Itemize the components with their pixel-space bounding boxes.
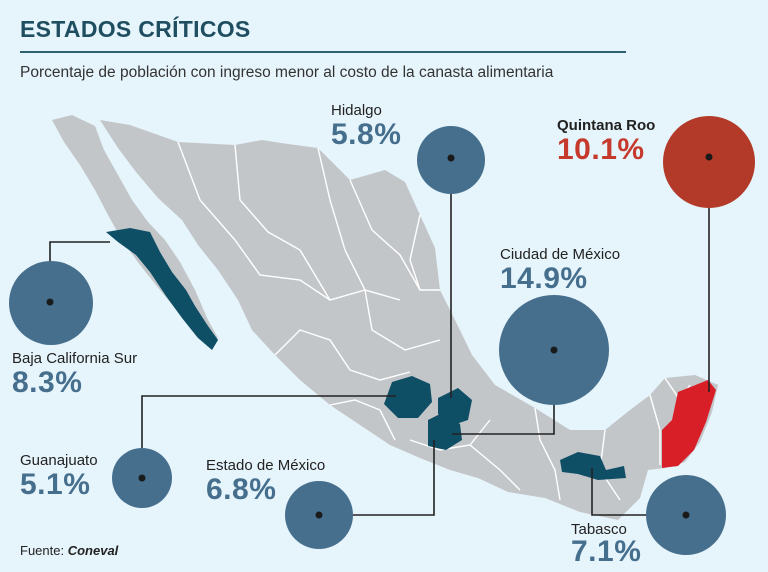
mainland-mexico <box>100 120 718 520</box>
title-rule <box>20 51 626 53</box>
leader-estado-de-mexico <box>319 440 435 516</box>
state-estado-de-mexico <box>428 412 462 450</box>
value-quintana-roo: 10.1% <box>557 133 645 166</box>
bubble-dots <box>46 153 713 519</box>
state-quintana-roo <box>662 380 716 468</box>
value-baja-california-sur: 8.3% <box>12 366 83 399</box>
source-name: Coneval <box>67 543 119 558</box>
label-baja-california-sur: Baja California Sur <box>12 350 138 367</box>
label-quintana-roo: Quintana Roo <box>557 117 656 134</box>
state-borders <box>177 141 691 501</box>
value-estado-de-mexico: 6.8% <box>206 473 277 506</box>
label-tabasco: Tabasco <box>571 521 627 538</box>
value-guanajuato: 5.1% <box>20 468 91 501</box>
chart-subtitle: Porcentaje de población con ingreso meno… <box>20 64 554 81</box>
source-prefix: Fuente: <box>20 543 65 558</box>
value-hidalgo: 5.8% <box>331 118 402 151</box>
chart-title: ESTADOS CRÍTICOS <box>20 16 251 42</box>
label-hidalgo: Hidalgo <box>331 102 382 119</box>
value-tabasco: 7.1% <box>571 535 642 568</box>
source-credit: Fuente: Coneval <box>20 543 118 558</box>
label-estado-de-mexico: Estado de México <box>206 457 326 474</box>
state-baja-california-sur <box>106 228 218 350</box>
state-guanajuato <box>384 376 432 418</box>
label-guanajuato: Guanajuato <box>20 452 98 469</box>
state-tabasco <box>560 452 626 480</box>
value-ciudad-de-mexico: 14.9% <box>500 262 588 295</box>
bubble-quintana-roo <box>663 116 755 208</box>
label-ciudad-de-mexico: Ciudad de México <box>500 246 621 263</box>
